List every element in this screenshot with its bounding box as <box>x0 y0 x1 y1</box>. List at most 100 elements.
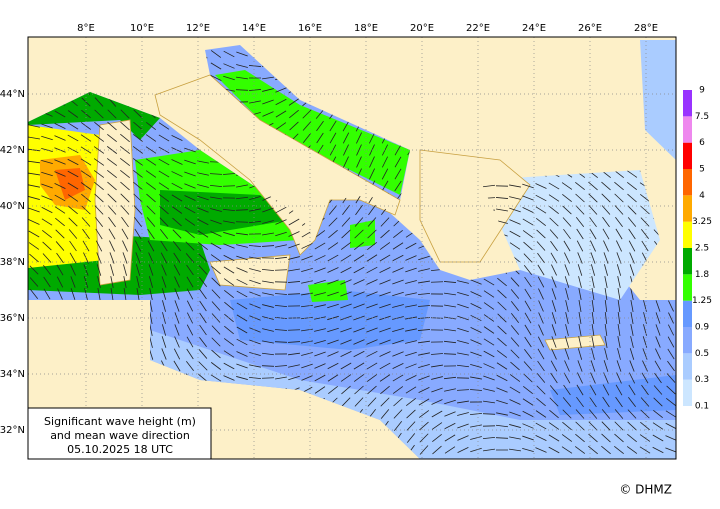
arrow <box>314 386 326 394</box>
arrow <box>107 193 117 203</box>
arrow <box>29 265 39 275</box>
credit: © DHMZ <box>619 483 672 497</box>
arrow <box>41 230 53 238</box>
arrow <box>366 266 378 274</box>
arrow <box>602 396 610 408</box>
arrow <box>314 328 326 332</box>
arrow <box>417 329 431 331</box>
arrow <box>54 159 66 165</box>
arrow <box>340 374 352 382</box>
arrow <box>604 288 608 300</box>
arrow <box>262 280 274 284</box>
arrow <box>149 336 153 348</box>
arrow <box>430 353 444 355</box>
arrow <box>173 348 181 360</box>
arrow <box>288 268 300 272</box>
arrow <box>223 338 235 346</box>
arrow <box>274 341 288 343</box>
arrow <box>668 312 674 324</box>
arrow <box>173 252 181 264</box>
arrow <box>262 304 274 308</box>
arrow <box>536 229 546 239</box>
arrow <box>522 410 534 418</box>
arrow <box>497 325 507 335</box>
arrow <box>548 194 560 202</box>
arrow <box>629 252 635 264</box>
arrow <box>342 132 350 144</box>
arrow <box>522 435 534 441</box>
arrow <box>314 230 326 238</box>
arrow <box>470 327 482 333</box>
arrow <box>639 446 651 454</box>
arrow <box>288 243 300 249</box>
arrow <box>236 363 248 369</box>
arrow <box>509 436 521 440</box>
arrow <box>470 447 482 453</box>
arrow <box>509 424 521 428</box>
arrow <box>522 423 534 429</box>
arrow <box>184 147 196 153</box>
arrow <box>249 279 261 285</box>
arrow <box>67 182 79 190</box>
arrow <box>577 372 583 384</box>
arrow <box>95 240 103 252</box>
arrow <box>577 264 583 276</box>
arrow <box>616 360 622 372</box>
arrow <box>628 372 636 384</box>
arrow <box>55 241 65 251</box>
arrow <box>591 288 595 300</box>
arrow <box>379 291 391 297</box>
arrow <box>379 303 391 309</box>
arrow <box>145 182 157 190</box>
arrow <box>109 240 115 252</box>
arrow <box>173 264 181 276</box>
arrow <box>496 362 508 370</box>
arrow <box>329 120 337 132</box>
arrow <box>457 423 469 429</box>
arrow <box>54 122 66 130</box>
arrow <box>184 171 196 177</box>
arrow <box>604 276 608 288</box>
arrow <box>70 264 76 276</box>
arrow <box>406 409 416 419</box>
arrow <box>70 288 76 300</box>
arrow <box>314 292 326 296</box>
arrow <box>482 437 496 439</box>
arrow <box>496 208 508 212</box>
arrow <box>109 264 115 276</box>
arrow <box>199 336 207 348</box>
longitude-label: 24°E <box>522 23 546 34</box>
arrow <box>443 353 457 355</box>
arrow <box>223 75 235 81</box>
arrow <box>94 193 104 203</box>
arrow <box>186 264 194 276</box>
arrow <box>235 196 249 200</box>
arrow <box>186 336 194 348</box>
arrow <box>457 412 469 416</box>
arrow <box>262 111 274 117</box>
arrow <box>565 324 569 336</box>
arrow <box>248 220 262 224</box>
arrow <box>93 146 105 154</box>
arrow <box>261 352 275 356</box>
arrow <box>509 196 521 200</box>
arrow <box>510 289 520 299</box>
arrow <box>67 170 79 178</box>
longitude-label: 16°E <box>298 23 322 34</box>
arrow <box>617 348 621 360</box>
arrow <box>588 193 598 203</box>
arrow <box>551 264 557 276</box>
arrow <box>159 217 169 227</box>
arrow <box>497 277 507 287</box>
arrow <box>601 193 611 203</box>
arrow <box>578 288 582 300</box>
arrow <box>236 351 248 357</box>
arrow <box>380 397 390 407</box>
arrow <box>28 219 40 225</box>
arrow <box>42 241 52 251</box>
arrow <box>354 241 364 251</box>
arrow <box>578 324 582 336</box>
arrow <box>109 252 115 264</box>
arrow <box>406 433 416 443</box>
title-line: and mean wave direction <box>50 429 190 442</box>
